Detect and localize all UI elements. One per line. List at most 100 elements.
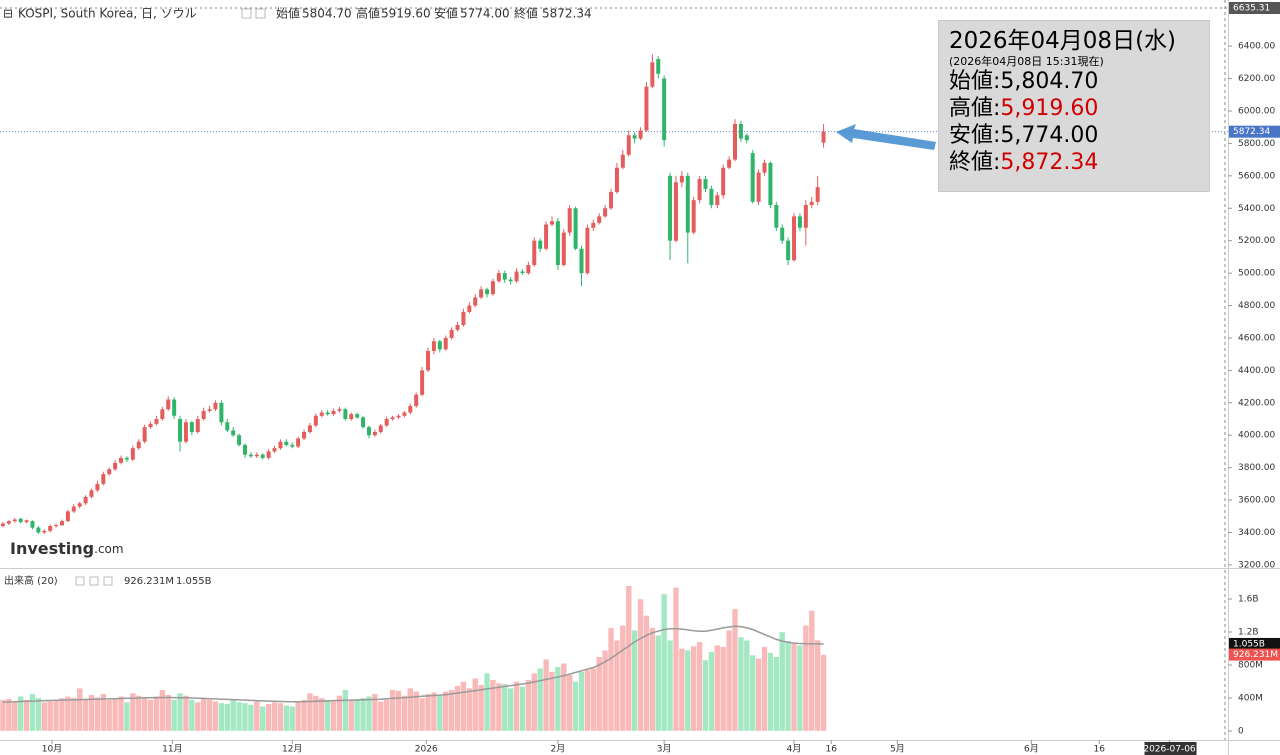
candle-body — [431, 341, 436, 351]
volume-bar — [725, 630, 733, 732]
candle-body — [455, 324, 460, 330]
axis-marker-label: 1.055B — [1233, 639, 1265, 649]
candle-body — [260, 454, 265, 458]
volume-bar — [696, 641, 703, 732]
candle-body — [266, 451, 271, 458]
y-tick-label: 5800.00 — [1238, 139, 1275, 149]
candle-body — [42, 530, 47, 533]
volume-bar — [82, 699, 89, 732]
volume-bar — [277, 702, 284, 732]
volume-bar — [631, 630, 638, 732]
volume-bar — [566, 674, 573, 732]
x-tick-label: 16 — [826, 745, 838, 755]
collapse-icon[interactable]: ⊟ — [3, 7, 13, 21]
volume-bar — [407, 687, 414, 732]
volume-bar — [625, 585, 632, 732]
candle-body — [107, 469, 112, 475]
candle-body — [396, 415, 401, 418]
volume-bar — [649, 627, 656, 732]
candle-body — [792, 216, 797, 261]
pointer-arrow — [836, 124, 936, 150]
y-tick-label: 4200.00 — [1238, 398, 1275, 408]
tooltip-label: 終値: — [949, 150, 1001, 175]
icon[interactable] — [255, 8, 266, 19]
volume-bar — [507, 687, 514, 732]
candle-body — [12, 519, 17, 522]
volume-bar — [176, 692, 184, 732]
volume-bar — [64, 696, 71, 732]
candle-body — [668, 175, 673, 241]
y-tick-label: 4800.00 — [1238, 301, 1275, 311]
candle-body — [750, 153, 755, 202]
volume-bar — [295, 701, 302, 732]
volume-bar — [218, 702, 225, 732]
candle-body — [496, 273, 501, 282]
volume-bar — [159, 689, 166, 732]
candle-body — [473, 297, 478, 306]
candle-body — [48, 526, 53, 531]
volume-bar — [424, 693, 432, 732]
ohlc-label: 始値 — [276, 6, 300, 21]
candle-body — [30, 521, 35, 528]
y-tick-label: 3800.00 — [1238, 463, 1275, 473]
candle-body — [89, 490, 94, 497]
x-tick-label: 6月 — [1024, 744, 1039, 755]
icon[interactable] — [241, 8, 252, 19]
icon[interactable] — [75, 576, 85, 586]
volume-bar — [271, 701, 278, 732]
candle-body — [461, 312, 466, 325]
y-tick-label: 3400.00 — [1238, 528, 1275, 538]
volume-bar — [684, 649, 691, 732]
volume-bar — [584, 669, 591, 732]
volume-bar — [714, 644, 721, 732]
candle-body — [284, 441, 289, 445]
volume-bar — [123, 701, 131, 732]
candle-body — [113, 462, 118, 470]
candle-body — [727, 159, 732, 168]
volume-bar — [200, 697, 207, 732]
icon[interactable] — [89, 576, 99, 586]
candle-body — [514, 271, 519, 282]
candle-body — [154, 419, 159, 424]
candle-body — [650, 62, 655, 87]
candle-body — [0, 523, 5, 527]
candle-body — [638, 130, 643, 139]
candle-body — [538, 240, 543, 249]
volume-bar — [548, 671, 556, 732]
logo: Investing.com — [10, 539, 124, 558]
candle-body — [768, 162, 773, 206]
volume-bar — [572, 681, 579, 732]
y-tick-label: 1.2B — [1238, 627, 1259, 637]
y-tick-label: 3600.00 — [1238, 496, 1275, 506]
y-tick-label: 800M — [1238, 660, 1263, 670]
volume-bar — [354, 698, 361, 732]
ohlc-value: 5919.60 — [381, 7, 431, 21]
logo-suffix: .com — [94, 542, 123, 556]
candle-body — [614, 167, 619, 193]
volume-bar — [436, 695, 443, 732]
candle-body — [243, 444, 247, 455]
candle-body — [520, 271, 525, 274]
volume-bar — [206, 699, 213, 732]
volume-bar — [749, 654, 756, 732]
volume-bar — [247, 704, 255, 732]
candle-body — [201, 410, 206, 420]
tooltip-value: 5,774.00 — [1000, 123, 1099, 148]
icon[interactable] — [103, 576, 113, 586]
candle-body — [254, 454, 259, 457]
candle-body — [290, 444, 295, 447]
candle-body — [597, 216, 602, 223]
volume-bar — [76, 687, 83, 732]
volume-bar — [230, 699, 237, 732]
y-tick-label: 4000.00 — [1238, 431, 1275, 441]
volume-bar — [761, 646, 768, 732]
candle-body — [59, 521, 64, 526]
volume-bar — [513, 681, 520, 732]
candle-body — [183, 422, 188, 442]
y-tick-label: 5600.00 — [1238, 171, 1275, 181]
candle-body — [325, 412, 330, 415]
volume-bar — [720, 646, 727, 732]
ohlc-value: 5872.34 — [542, 7, 592, 21]
